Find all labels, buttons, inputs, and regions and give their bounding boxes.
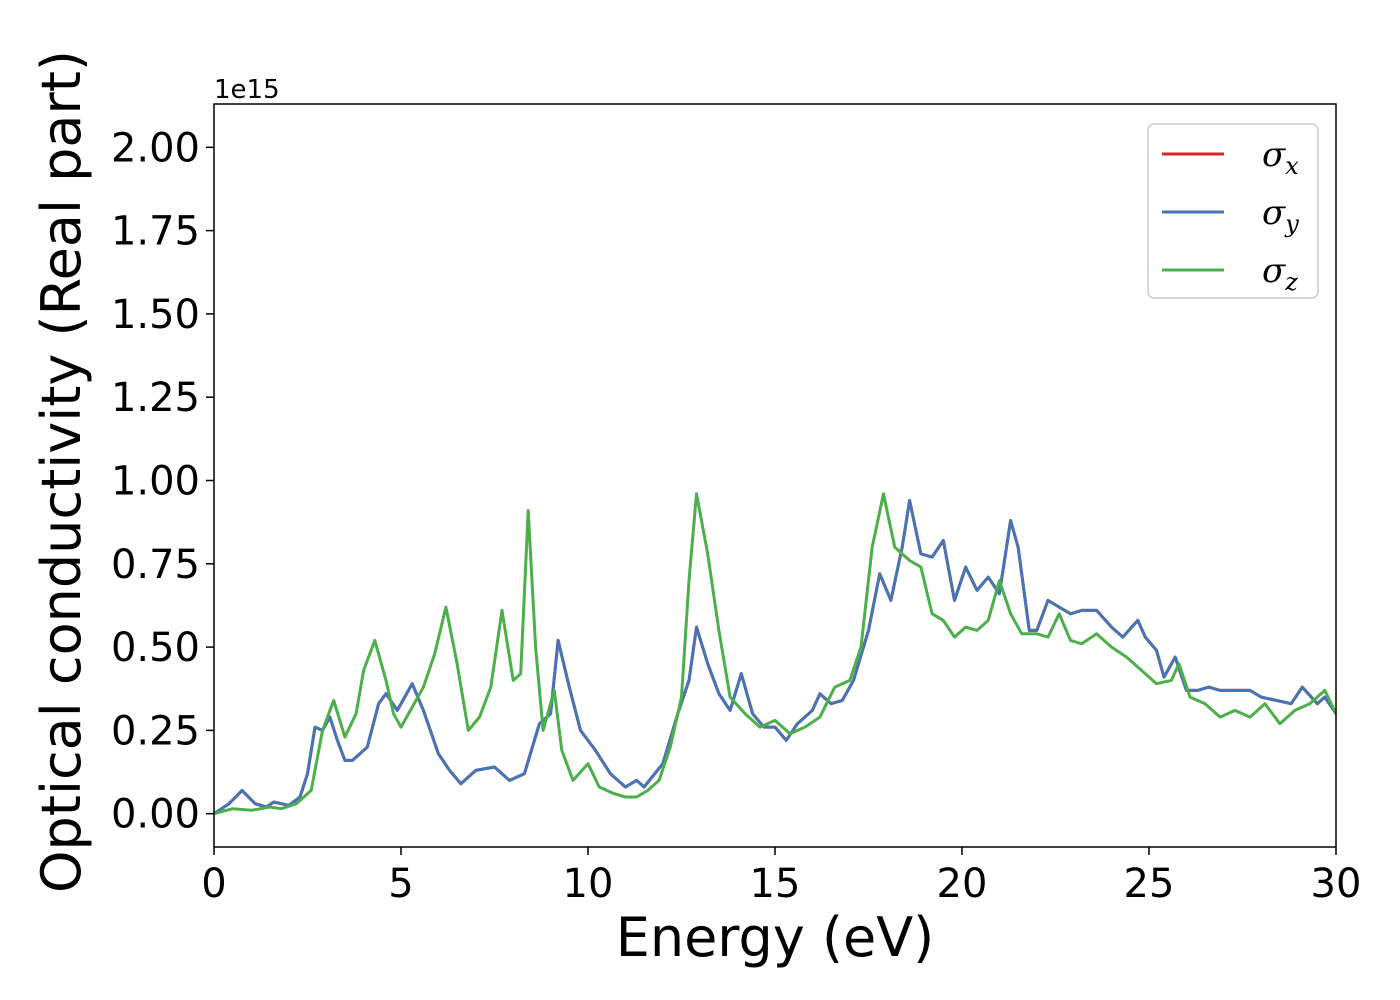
y-tick-label: 1.25 [111,375,200,421]
x-tick-label: 10 [563,861,614,907]
legend-label-y: σy [1262,193,1299,238]
y-tick-label: 2.00 [111,125,200,171]
y-tick-label: 0.75 [111,542,200,588]
series-line-z [214,492,1336,816]
x-tick-label: 25 [1124,861,1175,907]
x-tick-label: 30 [1311,861,1362,907]
legend-label-z: σz [1262,251,1298,296]
y-tick-label: 0.50 [111,625,200,671]
x-tick-label: 20 [937,861,988,907]
y-tick-label: 0.00 [111,792,200,838]
legend-box [1147,123,1319,299]
y-axis-title: Optical conductivity (Real part) [30,50,93,893]
y-tick-label: 1.00 [111,458,200,504]
series-layer [214,492,1336,816]
y-tick-label: 0.25 [111,708,200,754]
series-line-y [214,499,1336,816]
y-tick-label: 1.75 [111,209,200,255]
y-offset-label: 1e15 [214,75,280,105]
x-axis-ticks: 0 5 10 15 20 25 30 [201,847,1361,907]
legend: σx σy σz [1147,123,1319,299]
series-line-x [214,499,1336,816]
x-tick-label: 0 [201,861,226,907]
y-tick-label: 1.50 [111,292,200,338]
y-axis-ticks: 0.00 0.25 0.50 0.75 1.00 1.25 1.50 1.75 2.00 [111,125,214,838]
x-axis-title: Energy (eV) [616,906,935,969]
x-tick-label: 15 [750,861,801,907]
x-tick-label: 5 [388,861,413,907]
legend-label-x: σx [1262,135,1299,180]
